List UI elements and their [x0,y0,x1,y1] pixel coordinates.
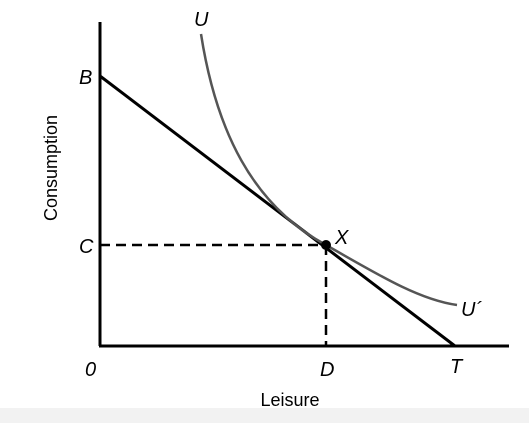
label-b: B [79,67,92,89]
x-axis-title: Leisure [260,390,319,410]
label-u: U [194,9,209,31]
label-d: D [320,359,334,381]
label-origin: 0 [85,359,96,381]
label-t: T [450,356,464,378]
label-x: X [334,227,349,249]
label-u-prime: U´ [461,299,482,321]
indifference-curve-uu [199,33,458,307]
label-c: C [79,236,94,258]
tangency-point-x [321,240,331,250]
budget-line-bt [99,74,456,348]
y-axis-title: Consumption [41,115,61,221]
bottom-strip [0,408,529,423]
